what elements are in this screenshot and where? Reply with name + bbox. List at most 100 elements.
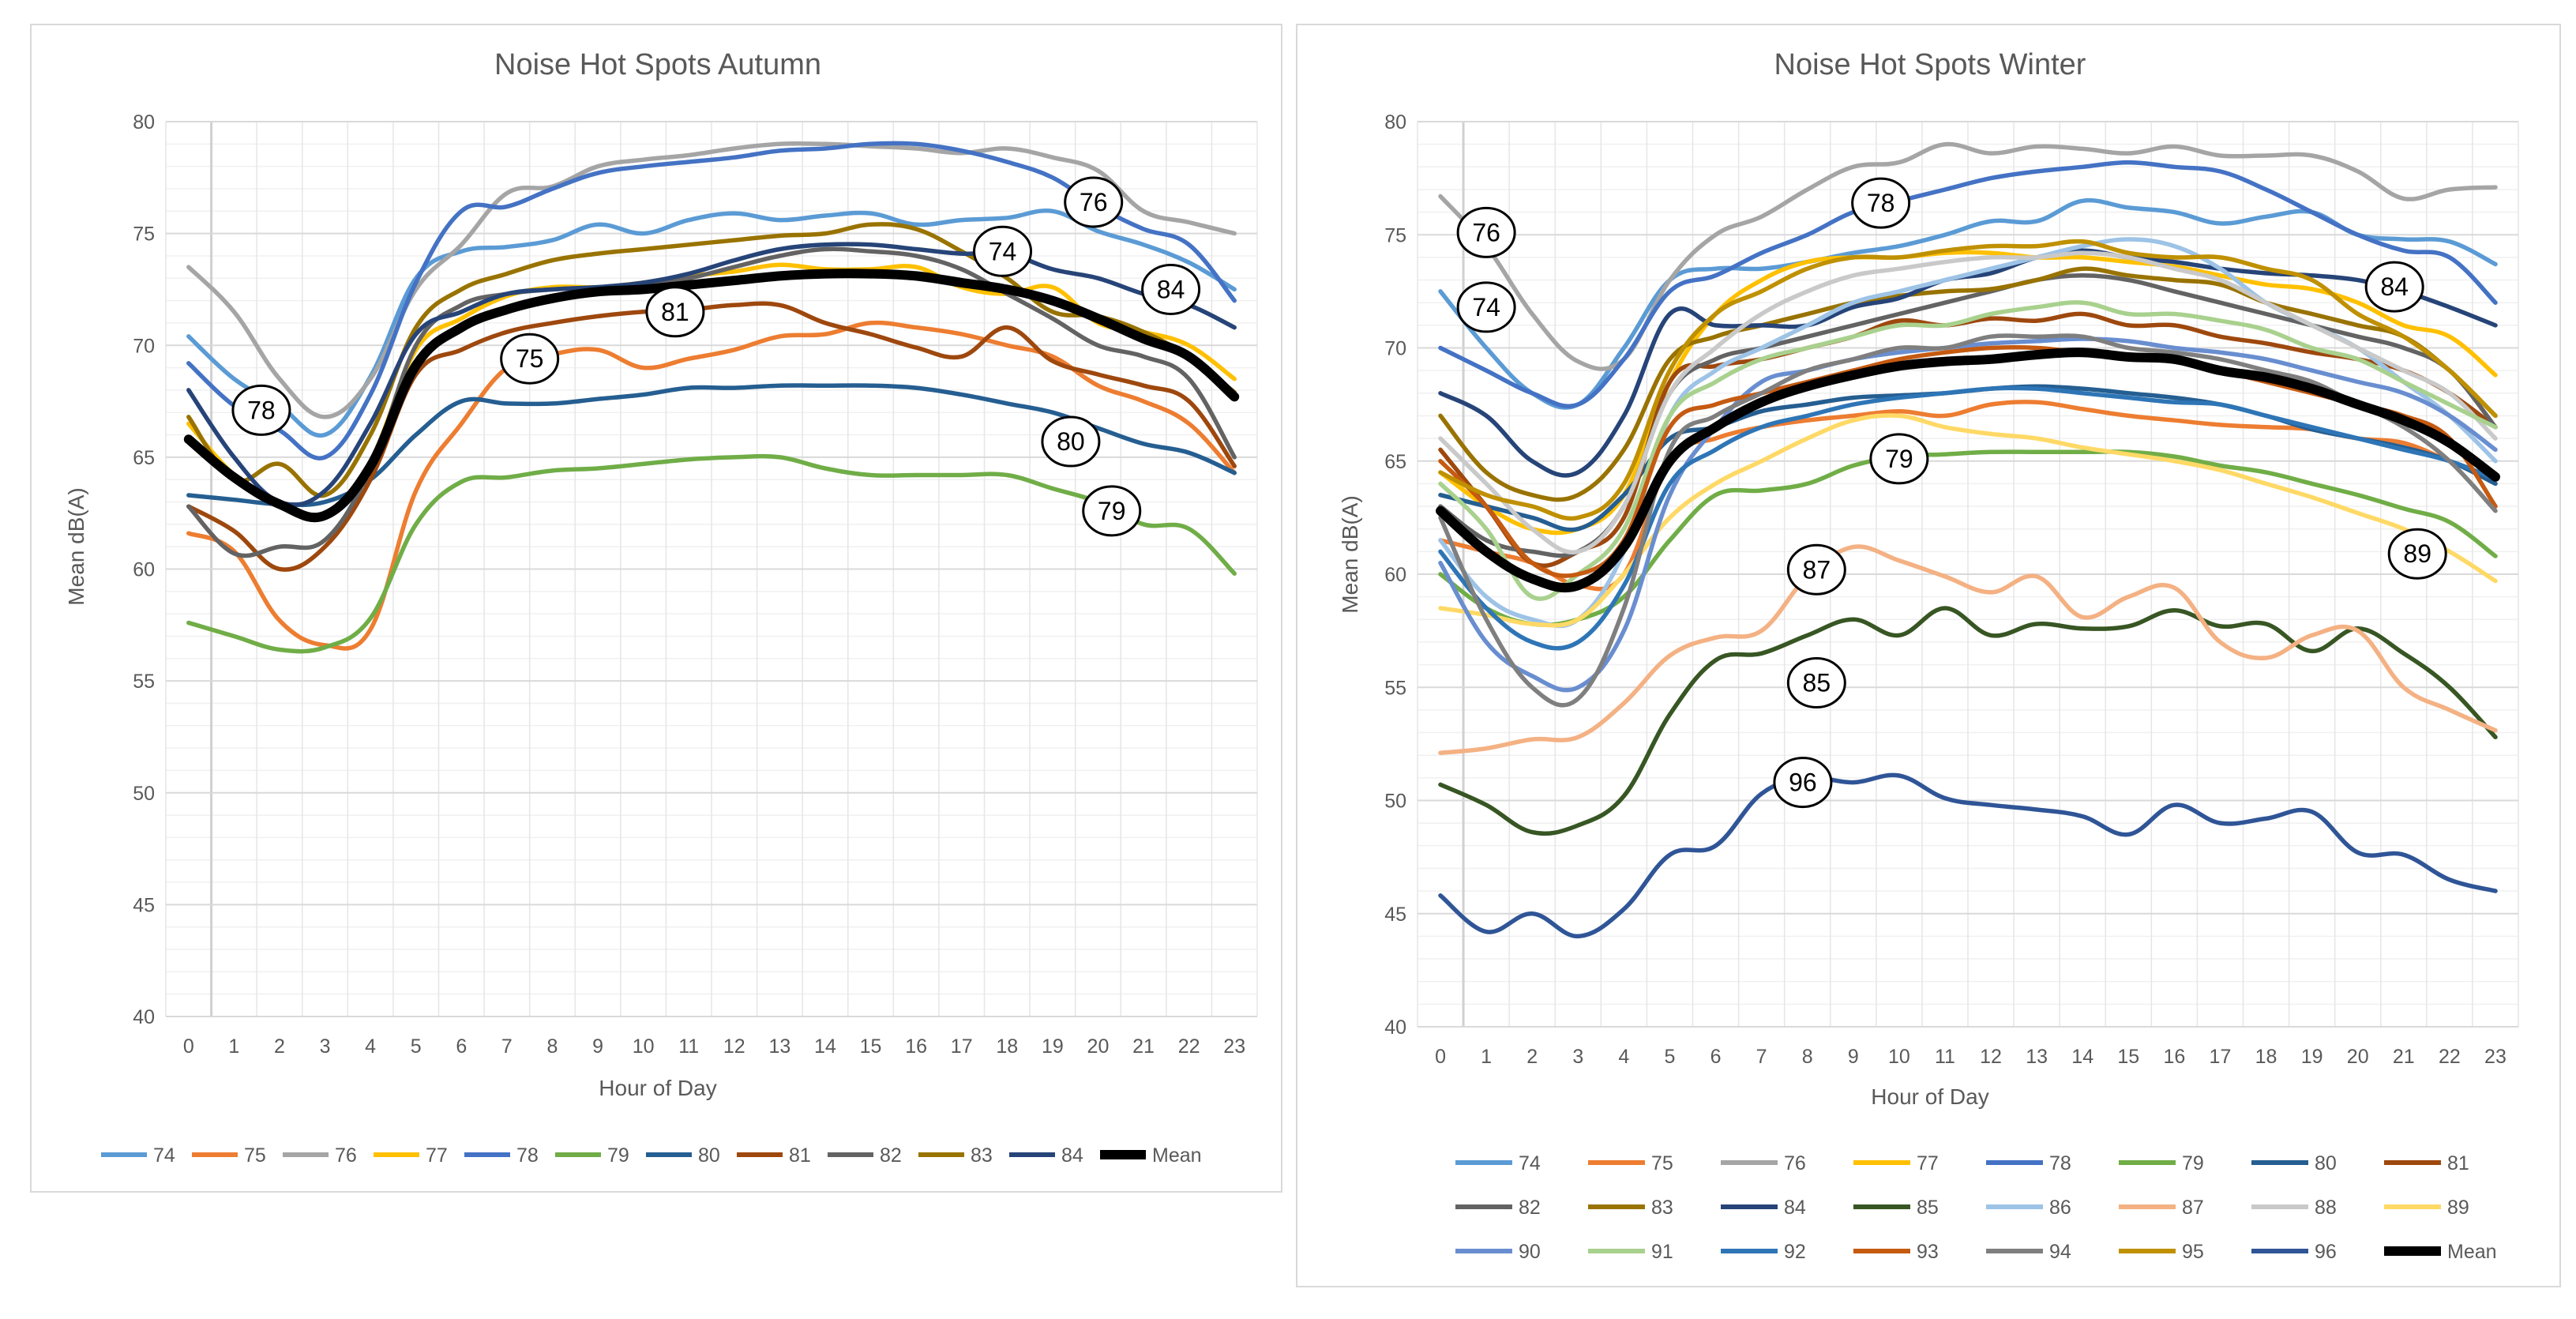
legend-label-82: 82 <box>880 1144 902 1167</box>
callout-label: 81 <box>661 298 689 326</box>
callout-label: 75 <box>516 344 544 373</box>
y-tick-label: 75 <box>1384 224 1406 246</box>
legend-label-77: 77 <box>426 1144 448 1167</box>
legend-label-88: 88 <box>2315 1197 2337 1219</box>
legend-label-87: 87 <box>2182 1197 2204 1219</box>
legend-label-92: 92 <box>1784 1241 1806 1263</box>
series-line-83 <box>1438 266 2498 502</box>
x-tick-label: 8 <box>547 1035 558 1058</box>
series-line-76 <box>1438 141 2498 371</box>
x-tick-label: 2 <box>274 1035 285 1058</box>
callout-label: 85 <box>1803 669 1831 697</box>
series-line-85 <box>1438 606 2498 836</box>
x-tick-label: 20 <box>1087 1035 1110 1058</box>
legend-label-81: 81 <box>789 1144 811 1167</box>
x-tick-label: 0 <box>1435 1046 1446 1068</box>
callout-circle <box>1773 757 1833 809</box>
chart-autumn: Noise Hot Spots Autumn Hour of Day Mean … <box>30 24 1282 1193</box>
callout-circle <box>1869 433 1929 485</box>
callout-label: 89 <box>2403 539 2431 568</box>
x-tick-label: 11 <box>1935 1046 1955 1068</box>
y-axis-label: Mean dB(A) <box>1338 495 1362 613</box>
y-tick-label: 70 <box>1384 338 1406 360</box>
callout-circle <box>500 333 560 385</box>
x-tick-label: 22 <box>1178 1035 1200 1058</box>
x-tick-label: 5 <box>1665 1046 1676 1068</box>
x-tick-label: 10 <box>633 1035 655 1058</box>
callout-circle <box>1082 485 1142 537</box>
legend: 74 75 76 77 78 79 80 81 82 83 84 Mean <box>101 1144 1202 1167</box>
callout-label: 76 <box>1472 218 1500 246</box>
x-tick-label: 22 <box>2439 1046 2461 1068</box>
legend-label-82: 82 <box>1519 1197 1541 1219</box>
x-tick-label: 16 <box>2163 1046 2185 1068</box>
series-line-79 <box>186 453 1237 654</box>
y-tick-label: 40 <box>133 1006 155 1028</box>
y-tick-label: 80 <box>1384 111 1406 133</box>
x-tick-label: 19 <box>1042 1035 1064 1058</box>
x-tick-label: 19 <box>2301 1046 2323 1068</box>
series-line-76 <box>186 141 1237 419</box>
callout-label: 78 <box>1867 189 1895 217</box>
callout-label: 76 <box>1080 188 1108 216</box>
legend-label-84: 84 <box>1061 1144 1083 1167</box>
x-tick-label: 13 <box>2026 1046 2048 1068</box>
series-line-78 <box>1438 160 2498 409</box>
x-tick-label: 20 <box>2347 1046 2369 1068</box>
legend-label-90: 90 <box>1519 1241 1541 1263</box>
legend-label-85: 85 <box>1917 1197 1939 1219</box>
series-line-mean <box>1436 348 2500 593</box>
x-tick-label: 4 <box>365 1035 376 1058</box>
series-line-74 <box>186 208 1237 438</box>
series-line-79 <box>1438 449 2498 627</box>
x-tick-label: 6 <box>456 1035 467 1058</box>
callout-label: 74 <box>989 237 1017 265</box>
legend-label-96: 96 <box>2315 1241 2337 1263</box>
x-tick-label: 3 <box>1572 1046 1583 1068</box>
y-tick-label: 80 <box>133 111 155 133</box>
y-tick-label: 50 <box>1384 791 1406 813</box>
x-tick-label: 8 <box>1802 1046 1813 1068</box>
x-tick-label: 11 <box>678 1035 699 1058</box>
callout-circle <box>2387 528 2447 580</box>
legend-label-76: 76 <box>335 1144 357 1167</box>
y-tick-label: 45 <box>1384 904 1406 926</box>
legend-label-mean: Mean <box>1152 1144 1202 1167</box>
x-tick-label: 21 <box>2393 1046 2415 1068</box>
x-axis-label: Hour of Day <box>1871 1084 1988 1109</box>
callout-circle <box>1786 657 1846 709</box>
x-axis-label: Hour of Day <box>599 1076 716 1100</box>
series-line-92 <box>1438 385 2498 651</box>
callout-circle <box>1456 206 1516 258</box>
callout-circle <box>973 225 1033 277</box>
y-tick-label: 55 <box>133 671 155 693</box>
legend-label-93: 93 <box>1917 1241 1939 1263</box>
callout-circle <box>1786 543 1846 596</box>
y-tick-label: 65 <box>133 447 155 469</box>
y-tick-label: 40 <box>1384 1016 1406 1039</box>
legend-label-94: 94 <box>2049 1241 2071 1263</box>
series-line-84 <box>186 242 1237 507</box>
callout-circle <box>2364 261 2424 313</box>
x-tick-label: 12 <box>1980 1046 2002 1068</box>
callout-circle <box>645 286 705 338</box>
callout-label: 74 <box>1472 293 1500 321</box>
x-tick-label: 0 <box>183 1035 194 1058</box>
legend-label-77: 77 <box>1917 1152 1939 1174</box>
y-tick-label: 45 <box>133 894 155 916</box>
series-line-96 <box>1438 772 2498 939</box>
callout-label: 79 <box>1885 445 1913 473</box>
legend-label-76: 76 <box>1784 1152 1806 1174</box>
callout-label: 84 <box>2380 272 2409 301</box>
callout-label: 96 <box>1789 768 1817 797</box>
y-axis-label: Mean dB(A) <box>64 487 88 605</box>
x-tick-label: 12 <box>723 1035 745 1058</box>
callout-label: 87 <box>1803 555 1831 584</box>
series-line-83 <box>186 222 1237 498</box>
x-tick-label: 18 <box>2255 1046 2277 1068</box>
x-tick-label: 9 <box>1848 1046 1859 1068</box>
x-tick-label: 1 <box>1481 1046 1492 1068</box>
x-tick-label: 2 <box>1526 1046 1538 1068</box>
series-line-94 <box>1438 333 2498 708</box>
x-tick-label: 15 <box>2117 1046 2139 1068</box>
